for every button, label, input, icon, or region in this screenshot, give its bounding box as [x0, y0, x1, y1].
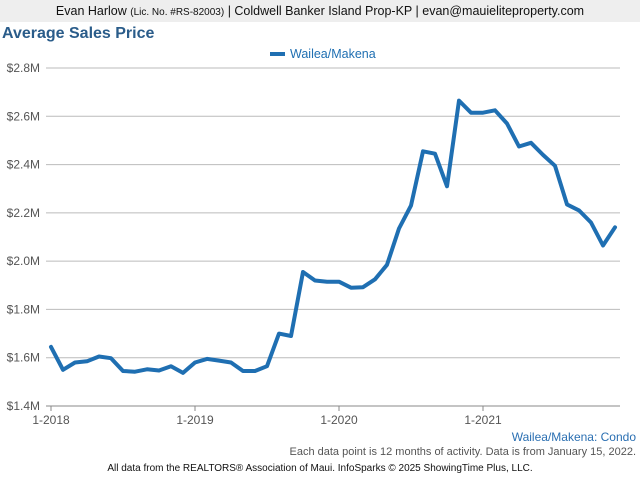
data-point: [241, 369, 245, 373]
x-tick-label: 1-2019: [176, 413, 214, 427]
data-point: [337, 280, 341, 284]
data-point: [97, 354, 101, 359]
header-bar: Evan Harlow (Lic. No. #RS-82003) | Coldw…: [0, 0, 640, 22]
y-tick-label: $2.8M: [7, 61, 40, 75]
data-point: [445, 184, 449, 188]
data-point: [277, 331, 281, 336]
data-point: [325, 280, 329, 284]
data-point: [73, 360, 77, 365]
data-point: [601, 243, 605, 248]
y-tick-label: $1.4M: [7, 399, 40, 413]
data-point: [577, 208, 581, 213]
agent-name: Evan Harlow: [55, 4, 127, 18]
legend: Wailea/Makena: [270, 47, 376, 61]
data-point: [289, 334, 293, 338]
area-label: Wailea/Makena: Condo: [511, 430, 636, 444]
data-point: [349, 286, 353, 290]
series-line-wailea-makena: [49, 98, 617, 375]
data-point: [457, 98, 461, 103]
data-point: [373, 277, 377, 281]
data-point: [121, 369, 125, 373]
data-point: [613, 225, 617, 229]
data-point: [505, 121, 509, 126]
agent-details: | Coldwell Banker Island Prop-KP | evan@…: [227, 4, 585, 18]
data-point: [313, 278, 317, 283]
x-tick-label: 1-2021: [464, 413, 502, 427]
y-tick-label: $1.6M: [7, 351, 40, 365]
grid-lines: [46, 67, 620, 407]
y-axis-ticks: $1.4M $1.6M $1.8M $2.0M $2.2M $2.4M $2.6M $2.8M: [7, 61, 40, 413]
y-tick-label: $2.0M: [7, 254, 40, 268]
data-point: [589, 220, 593, 225]
legend-label: Wailea/Makena: [290, 47, 376, 61]
data-point: [565, 202, 569, 207]
data-point: [169, 364, 173, 368]
data-point: [157, 368, 161, 373]
data-point: [133, 370, 137, 374]
data-point: [145, 367, 149, 371]
chart-title: Average Sales Price: [2, 25, 155, 42]
data-point: [61, 368, 65, 372]
x-tick-label: 1-2018: [32, 413, 70, 427]
data-point: [229, 360, 233, 365]
data-point: [385, 263, 389, 267]
data-point: [469, 111, 473, 115]
data-point: [397, 226, 401, 231]
data-point: [481, 111, 485, 115]
y-tick-label: $2.2M: [7, 206, 40, 220]
series-layer: [49, 98, 617, 375]
y-tick-label: $2.6M: [7, 109, 40, 123]
x-tick-label: 1-2020: [320, 413, 358, 427]
data-point: [517, 144, 521, 149]
data-point: [193, 360, 197, 365]
x-axis-ticks: 1-2018 1-2019 1-2020 1-2021: [32, 406, 502, 427]
data-point: [85, 359, 89, 363]
license-number: (Lic. No. #RS-82003): [130, 7, 225, 18]
data-point: [493, 108, 497, 112]
data-point: [301, 270, 305, 274]
data-point: [265, 364, 269, 368]
data-point: [553, 164, 557, 168]
data-point: [181, 371, 185, 375]
data-point: [49, 345, 53, 349]
data-point: [541, 153, 545, 157]
data-point: [361, 285, 365, 289]
y-tick-label: $1.8M: [7, 302, 40, 316]
data-point: [529, 141, 533, 145]
data-point: [253, 369, 257, 373]
data-point: [217, 359, 221, 363]
source-footer: All data from the REALTORS® Association …: [107, 463, 533, 474]
y-tick-label: $2.4M: [7, 158, 40, 172]
data-point: [109, 356, 113, 360]
data-point: [421, 149, 425, 153]
data-point: [409, 204, 413, 208]
data-point: [205, 357, 209, 361]
activity-note: Each data point is 12 months of activity…: [289, 446, 636, 458]
data-point: [433, 152, 437, 156]
